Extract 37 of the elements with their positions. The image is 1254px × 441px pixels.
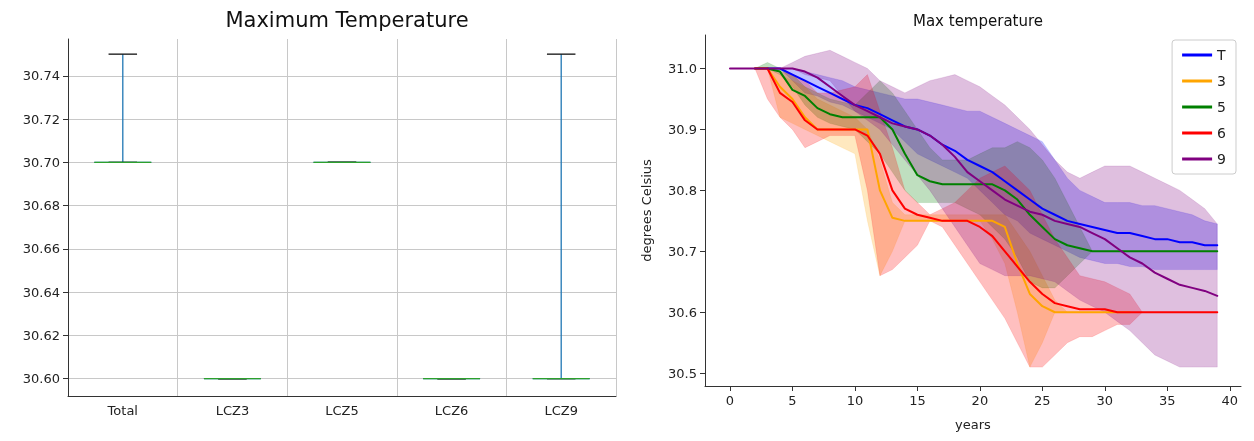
x-tick-label: 5 [788,393,797,408]
y-tick-label: 30.62 [22,327,60,343]
x-tick-label: 15 [909,393,926,408]
x-tick-label: 25 [1034,393,1051,408]
legend-label: 5 [1217,99,1227,115]
y-tick-label: 30.66 [22,241,60,257]
legend-label: T [1216,47,1227,63]
x-tick-label: 30 [1096,393,1114,408]
y-tick-label: 30.72 [22,111,60,127]
y-tick-label: 30.9 [668,121,697,137]
y-tick-label: 30.70 [22,154,60,170]
x-tick-label: 0 [725,393,735,408]
x-tick-label: LCZ6 [434,403,469,418]
y-tick-label: 30.6 [668,304,697,320]
y-tick-label: 30.74 [22,68,60,84]
x-tick-label: 10 [846,393,864,408]
chart-title: Maximum Temperature [225,7,469,32]
y-tick-label: 30.8 [668,182,697,198]
y-tick-label: 31.0 [668,61,697,77]
y-tick-label: 30.5 [668,365,697,381]
y-tick-label: 30.64 [22,284,60,300]
legend-label: 3 [1217,73,1227,89]
y-tick-label: 30.68 [22,198,60,214]
y-axis-title: degrees Celsius [639,159,654,262]
y-tick-label: 30.7 [668,243,697,259]
x-tick-label: LCZ3 [215,403,250,418]
x-tick-label: Total [106,403,138,418]
y-tick-label: 30.60 [22,371,60,387]
chart-title: Max temperature [912,11,1044,30]
legend-label: 6 [1217,125,1227,141]
x-tick-label: LCZ9 [544,403,578,418]
x-tick-label: LCZ5 [325,403,359,418]
x-tick-label: 40 [1221,393,1239,408]
x-axis-title: years [955,417,992,432]
x-tick-label: 20 [971,393,989,408]
legend-label: 9 [1217,151,1227,167]
x-tick-label: 35 [1159,393,1176,408]
